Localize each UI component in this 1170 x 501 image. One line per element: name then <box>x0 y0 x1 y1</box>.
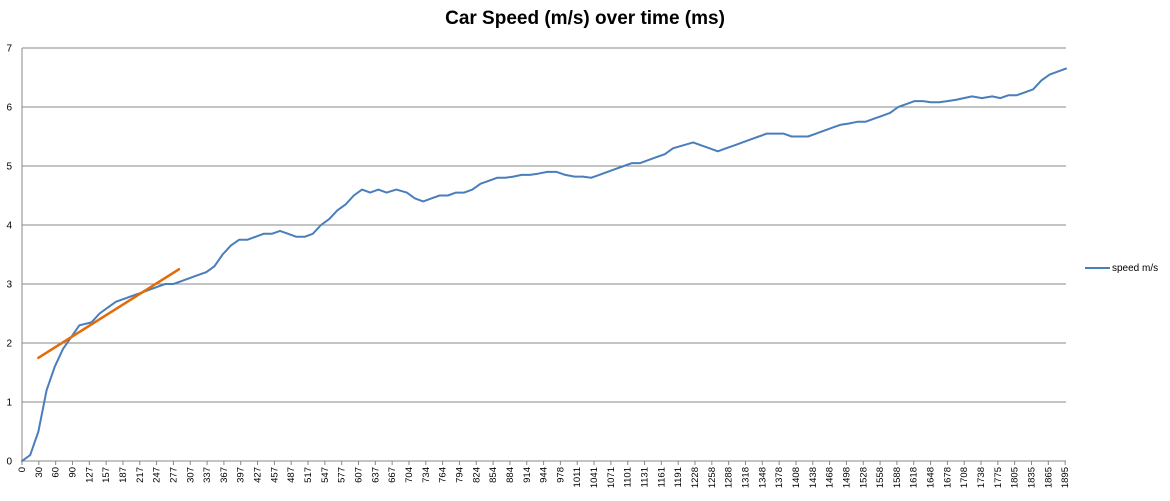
x-tick-label: 1468 <box>825 467 836 488</box>
x-tick-label: 1041 <box>589 467 600 488</box>
legend-label-speed: speed m/s <box>1112 263 1158 274</box>
x-tick-label: 187 <box>118 467 129 483</box>
x-tick-label: 1258 <box>707 467 718 488</box>
x-tick-label: 307 <box>185 467 196 483</box>
y-tick-label: 3 <box>6 280 12 291</box>
y-tick-label: 0 <box>6 457 12 468</box>
legend: speed m/s <box>1085 263 1158 274</box>
x-tick-label: 1835 <box>1027 467 1038 488</box>
x-tick-label: 1438 <box>808 467 819 488</box>
x-axis-tick-labels: 0 30 60 90 127 157 187 217 247 277 307 337 367 397 427… <box>17 467 1071 488</box>
x-tick-label: 1805 <box>1010 467 1021 488</box>
x-tick-label: 734 <box>421 467 432 483</box>
x-tick-label: 1738 <box>976 467 987 488</box>
x-tick-label: 1348 <box>757 467 768 488</box>
series-lines <box>21 67 1067 462</box>
x-tick-label: 978 <box>555 467 566 483</box>
x-tick-label: 1071 <box>606 467 617 488</box>
x-tick-label: 0 <box>17 467 28 472</box>
x-tick-label: 427 <box>253 467 264 483</box>
x-tick-label: 1588 <box>892 467 903 488</box>
x-tick-label: 1101 <box>623 467 634 487</box>
x-tick-label: 854 <box>488 467 499 483</box>
x-tick-label: 217 <box>135 467 146 483</box>
series-line-trend <box>37 267 181 360</box>
x-tick-label: 547 <box>320 467 331 483</box>
x-tick-label: 517 <box>303 467 314 483</box>
y-tick-label: 7 <box>6 44 12 55</box>
x-tick-label: 1161 <box>656 467 667 487</box>
y-tick-label: 1 <box>6 398 12 409</box>
x-tick-label: 1708 <box>959 467 970 488</box>
series-line-speed <box>21 67 1067 462</box>
x-tick-label: 1378 <box>774 467 785 488</box>
x-tick-label: 1288 <box>724 467 735 488</box>
x-tick-label: 577 <box>337 467 348 483</box>
x-tick-label: 1618 <box>909 467 920 488</box>
x-tick-label: 60 <box>51 467 62 478</box>
y-tick-label: 2 <box>6 339 12 350</box>
x-tick-label: 1228 <box>690 467 701 488</box>
y-tick-label: 6 <box>6 103 12 114</box>
x-tick-label: 824 <box>471 467 482 483</box>
x-tick-label: 397 <box>236 467 247 483</box>
chart-title: Car Speed (m/s) over time (ms) <box>445 8 725 29</box>
x-tick-label: 1648 <box>926 467 937 488</box>
x-tick-label: 1131 <box>640 467 651 487</box>
x-tick-label: 794 <box>454 467 465 483</box>
x-tick-label: 157 <box>101 467 112 483</box>
x-tick-label: 487 <box>286 467 297 483</box>
x-tick-label: 944 <box>539 467 550 483</box>
x-tick-label: 127 <box>84 467 95 483</box>
x-tick-label: 1011 <box>572 467 583 487</box>
x-tick-label: 1865 <box>1043 467 1054 488</box>
x-tick-label: 1558 <box>875 467 886 488</box>
x-tick-label: 247 <box>152 467 163 483</box>
y-tick-label: 4 <box>6 221 12 232</box>
x-tick-label: 1775 <box>993 467 1004 488</box>
y-axis-tick-labels: 0 1 2 3 4 5 6 7 <box>6 44 12 468</box>
x-tick-label: 1528 <box>858 467 869 488</box>
x-tick-label: 1318 <box>740 467 751 488</box>
x-tick-label: 1408 <box>791 467 802 488</box>
x-tick-label: 277 <box>168 467 179 483</box>
x-tick-label: 637 <box>370 467 381 483</box>
x-tick-label: 704 <box>404 467 415 483</box>
x-tick-label: 90 <box>67 467 78 478</box>
axes <box>21 48 1066 465</box>
x-tick-label: 367 <box>219 467 230 483</box>
y-tick-label: 5 <box>6 162 12 173</box>
x-tick-label: 1678 <box>942 467 953 488</box>
x-tick-label: 1895 <box>1060 467 1071 488</box>
x-tick-label: 607 <box>354 467 365 483</box>
gridlines <box>22 47 1066 403</box>
x-tick-label: 764 <box>438 467 449 483</box>
x-tick-label: 914 <box>522 467 533 483</box>
x-tick-label: 457 <box>269 467 280 483</box>
x-tick-label: 884 <box>505 467 516 483</box>
x-tick-label: 30 <box>34 467 45 478</box>
x-tick-label: 667 <box>387 467 398 483</box>
x-tick-label: 1191 <box>673 467 684 487</box>
x-tick-label: 1498 <box>841 467 852 488</box>
x-tick-label: 337 <box>202 467 213 483</box>
